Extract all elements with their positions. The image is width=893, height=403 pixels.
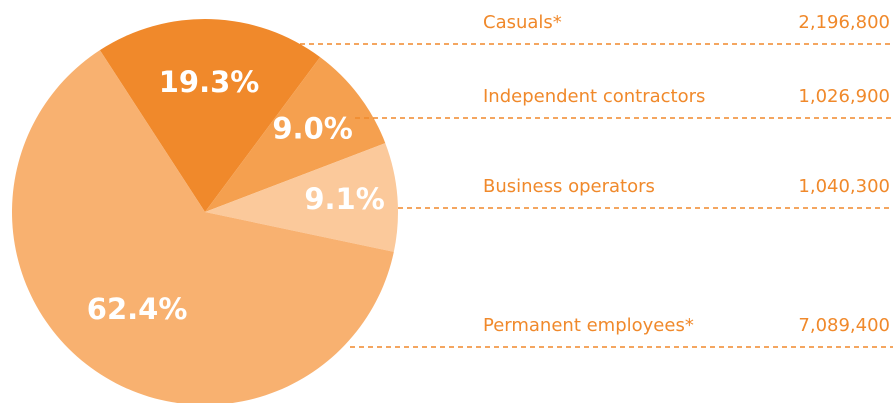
legend-label: Business operators [483, 176, 655, 197]
slice-label: 9.0% [272, 111, 352, 145]
slice-label: 9.1% [304, 182, 384, 216]
legend-amount: 7,089,400 [798, 315, 890, 336]
legend-amount: 1,026,900 [798, 86, 890, 107]
slice-label: 62.4% [87, 292, 188, 326]
pie-slice [12, 50, 394, 403]
legend-amount: 1,040,300 [798, 176, 890, 197]
slice-label: 19.3% [159, 65, 260, 99]
pie-slice [205, 143, 398, 252]
pie-slice [99, 18, 321, 212]
legend-amount: 2,196,800 [798, 12, 890, 33]
legend-label: Permanent employees* [483, 315, 694, 336]
pie-slice [205, 57, 386, 212]
legend-label: Independent contractors [483, 86, 705, 107]
legend-label: Casuals* [483, 12, 562, 33]
